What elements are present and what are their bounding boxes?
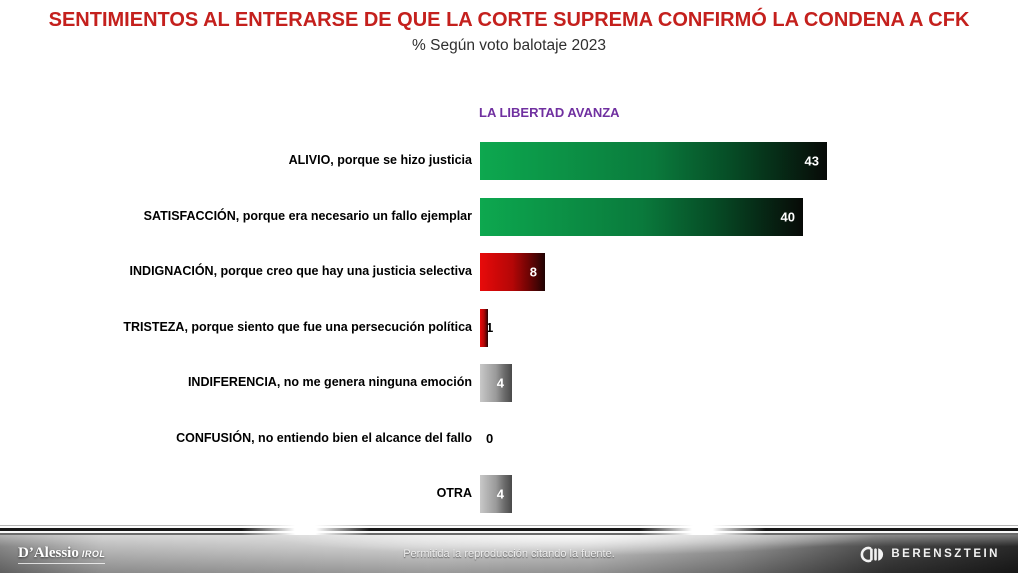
bar-row: TRISTEZA, porque siento que fue una pers…: [0, 308, 1018, 347]
dalessio-logo-text: D’Alessio: [18, 544, 79, 561]
bar-row: ALIVIO, porque se hizo justicia 43: [0, 142, 1018, 180]
bar: 40: [480, 197, 803, 236]
value-label: 1: [486, 320, 494, 335]
bar-area: 8: [480, 253, 545, 291]
category-label: ALIVIO, porque se hizo justicia: [288, 153, 472, 168]
category-label: CONFUSIÓN, no entiendo bien el alcance d…: [176, 430, 472, 445]
footer-divider: [0, 525, 1018, 535]
category-label: INDIGNACIÓN, porque creo que hay una jus…: [129, 264, 472, 279]
chart-subtitle: % Según voto balotaje 2023: [412, 37, 606, 54]
berensztein-logo-text: BERENSZTEIN: [891, 548, 1000, 560]
value-label: 0: [486, 431, 494, 446]
berensztein-logo: BERENSZTEIN: [860, 546, 1000, 563]
bar-row: INDIGNACIÓN, porque creo que hay una jus…: [0, 253, 1018, 291]
value-label: 8: [529, 264, 537, 280]
bar: 8: [480, 253, 545, 291]
category-label: SATISFACCIÓN, porque era necesario un fa…: [143, 208, 472, 223]
bar-area: 1: [480, 308, 494, 347]
dalessio-irol-logo: D’Alessio IROL: [18, 544, 106, 564]
category-label: OTRA: [436, 486, 472, 501]
bar-area: 0: [480, 420, 493, 458]
bar: 43: [480, 142, 827, 180]
berensztein-icon: [860, 546, 884, 562]
bar: [480, 308, 488, 347]
footer-note: Permitida la reproducción citando la fue…: [403, 548, 615, 560]
bar-area: 4: [480, 475, 512, 513]
value-label: 40: [780, 209, 795, 224]
bar-area: 4: [480, 364, 512, 402]
bar-rows: ALIVIO, porque se hizo justicia 43 SATISFA…: [0, 142, 1018, 531]
bar: 4: [480, 475, 512, 513]
bar-area: 43: [480, 142, 827, 180]
dalessio-logo-underline: [18, 562, 106, 564]
chart-title: SENTIMIENTOS AL ENTERARSE DE QUE LA CORT…: [48, 9, 970, 31]
category-label: TRISTEZA, porque siento que fue una pers…: [123, 319, 472, 334]
column-header-la-libertad-avanza: LA LIBERTAD AVANZA: [479, 105, 620, 120]
footer: D’Alessio IROL Permitida la reproducción …: [0, 525, 1018, 573]
value-label: 4: [496, 375, 504, 391]
bar-row: SATISFACCIÓN, porque era necesario un fa…: [0, 197, 1018, 236]
bar-row: CONFUSIÓN, no entiendo bien el alcance d…: [0, 420, 1018, 458]
category-label: INDIFERENCIA, no me genera ninguna emoci…: [187, 375, 472, 390]
footer-band: D’Alessio IROL Permitida la reproducción …: [0, 535, 1018, 573]
bar-row: OTRA 4: [0, 475, 1018, 513]
slide: { "title": "SENTIMIENTOS AL ENTERARSE DE…: [0, 9, 1018, 573]
bar-area: 40: [480, 197, 803, 236]
irol-logo-text: IROL: [81, 548, 106, 559]
bar-row: INDIFERENCIA, no me genera ninguna emoci…: [0, 364, 1018, 402]
bar: 4: [480, 364, 512, 402]
value-label: 4: [496, 486, 504, 502]
value-label: 43: [804, 153, 819, 169]
